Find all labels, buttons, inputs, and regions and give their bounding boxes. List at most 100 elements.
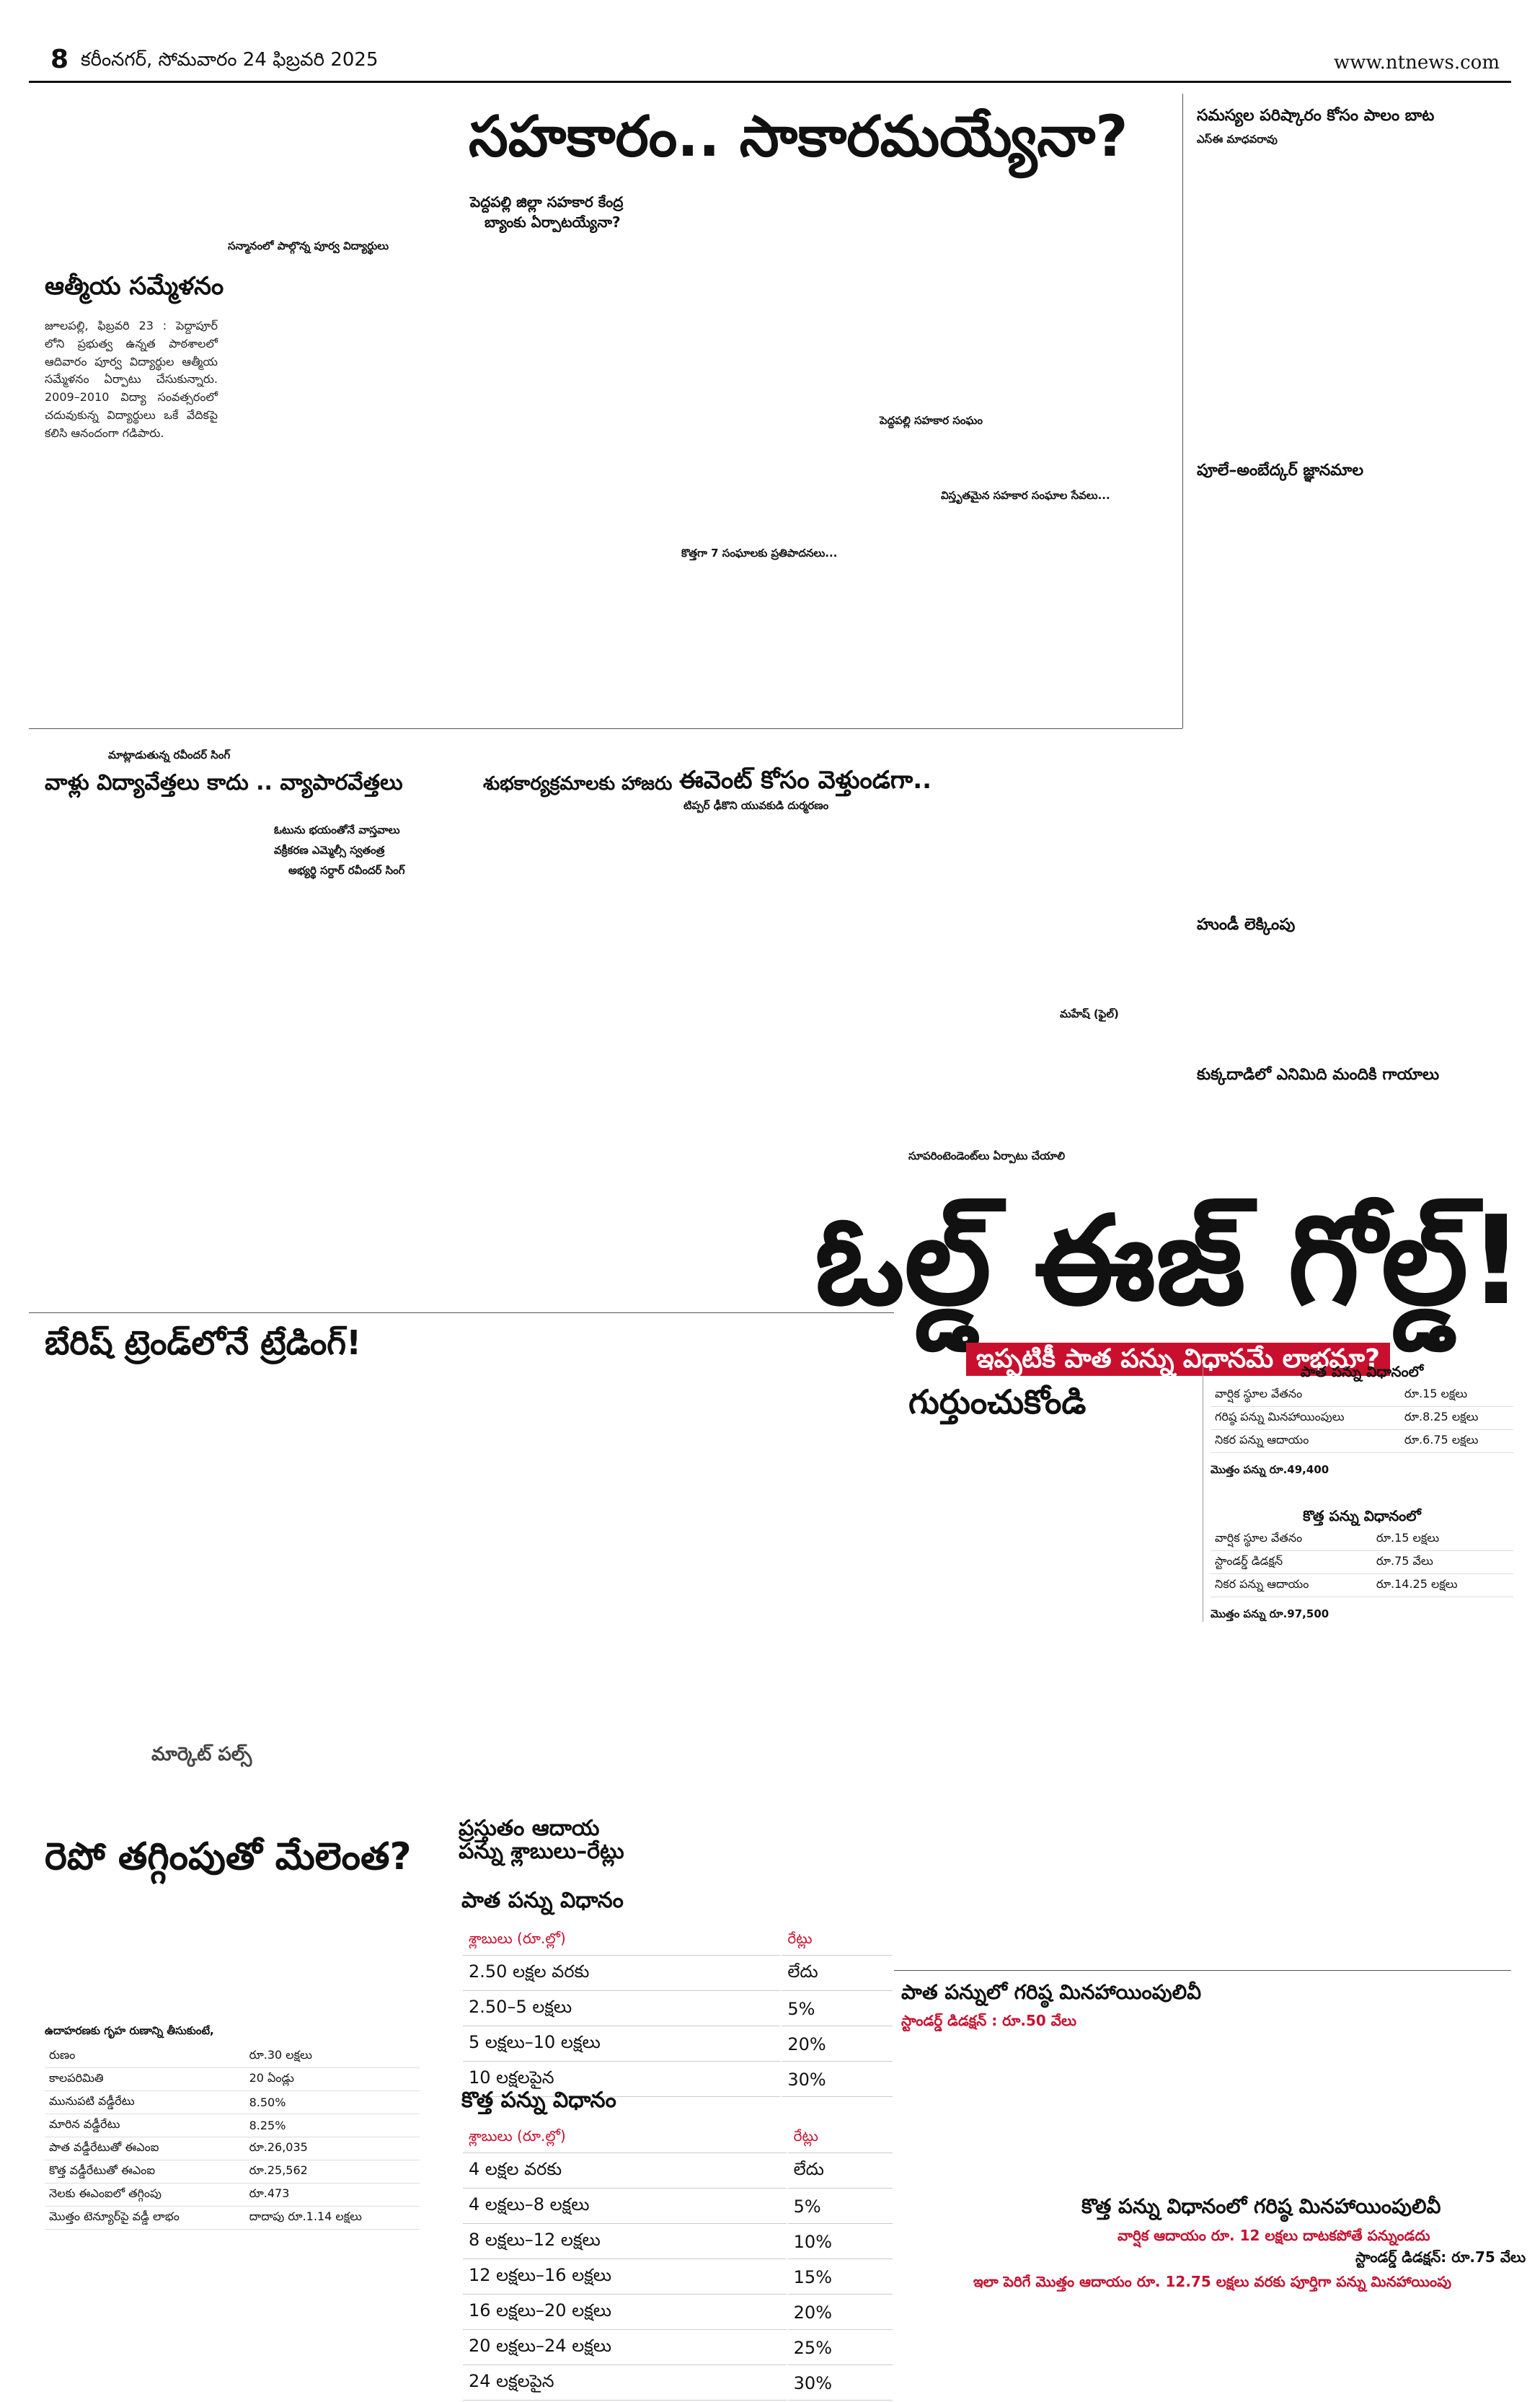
old-slab-label: 2.50–5 లక్షలు [463,1992,781,2026]
new-col-slab: శ్లాబులు (రూ.ల్లో) [463,2123,787,2153]
masthead-rule [29,81,1511,83]
new-col-rate: రేట్లు [787,2123,893,2153]
new-slab-row: 8 లక్షలు–12 లక్షలు 10% [463,2225,893,2259]
loan-value: రూ.26,035 [244,2137,420,2160]
new-regime-title: కొత్త పన్ను విధానం [461,2088,616,2113]
side-new-table: వార్షిక స్థూల వేతనం రూ.15 లక్షలు స్టాండర్డ… [1211,1527,1513,1597]
loan-value: రూ.473 [244,2183,420,2207]
rebate-limit: ఇలా పెరిగే మొత్తం ఆదాయం రూ. 12.75 లక్షలు… [973,2273,1452,2290]
remember-heading: గుర్తుంచుకోండి [908,1382,1087,1421]
loan-label: కాలపరిమితి [45,2067,245,2091]
lower-section-divider [29,1312,894,1313]
photo-caption: మహేష్ (ఫైల్) [1060,1007,1119,1020]
side-old-value: రూ.6.75 లక్షలు [1399,1429,1513,1453]
new-slab-row: 16 లక్షలు–20 లక్షలు 20% [463,2296,893,2330]
left-top-text: జూలపల్లి, ఫిబ్రవరి 23 : పెద్దాపూర్ లోని … [45,319,218,440]
new-slab-value: 5% [787,2190,893,2224]
loan-row: మొత్తం టెన్యూర్‌పై వడ్డీ లాభం దాదాపు రూ.1… [45,2206,420,2230]
loan-value: దాదాపు రూ.1.14 లక్షలు [244,2206,420,2230]
std-deduction-old: స్టాండర్డ్ డిడక్షన్ : రూ.50 వేలు [901,2012,1077,2029]
new-slab-value: 30% [787,2367,893,2401]
repo-headline: రెపో తగ్గింపుతో మేలెంత? [45,1835,412,1878]
old-slab-value: 5% [782,1992,893,2026]
feature-headline: ఓల్డ్ ఈజ్ గోల్డ్! [815,1190,1524,1333]
mid-right-bullet: టిప్పర్ ఢీకొని యువకుడి దుర్మరణం [683,799,829,812]
side-old-tax: మొత్తం పన్ను రూ.49,400 [1211,1463,1329,1476]
side-new-row: నికర పన్ను ఆదాయం రూ.14.25 లక్షలు [1211,1573,1513,1597]
side-new-label: నికర పన్ను ఆదాయం [1211,1573,1372,1597]
new-slab-row: 4 లక్షల వరకు లేదు [463,2155,893,2189]
loan-value: రూ.30 లక్షలు [244,2045,420,2068]
new-slab-row: 4 లక్షలు–8 లక్షలు 5% [463,2190,893,2224]
side-new-value: రూ.15 లక్షలు [1371,1527,1513,1551]
mid-left-kicker: మాట్లాడుతున్న రవీందర్ సింగ్ [108,749,231,761]
right-section-2: పూలే–అంబేద్కర్ జ్ఞానమాల [1197,462,1364,480]
exemptions-divider [894,1970,1511,1971]
mid-center-headline: శుభకార్యక్రమాలకు హాజరు [483,773,673,795]
mid-right-subhead: సూపరింటెండెంట్‌లు ఏర్పాటు చేయాలి [908,1149,1066,1162]
market-pulse-label: మార్కెట్ పల్స్ [151,1744,252,1765]
site-url[interactable]: www.ntnews.com [1333,52,1500,74]
old-slab-table: శ్లాబులు (రూ.ల్లో) రేట్లు 2.50 లక్షల వరక… [461,1924,894,2098]
old-slab-value: లేదు [782,1957,893,1991]
loan-row: మారిన వడ్డీరేటు 8.25% [45,2114,420,2137]
new-slab-label: 8 లక్షలు–12 లక్షలు [463,2225,787,2259]
new-slab-row: 12 లక్షలు–16 లక్షలు 15% [463,2261,893,2295]
new-exemptions-title: కొత్త పన్ను విధానంలో గరిష్ఠ మినహాయింపులి… [1081,2194,1441,2218]
main-subhead-2: విస్తృతమైన సహకార సంఘాల సేవలు... [941,489,1110,502]
loan-row: కొత్త వడ్డీరేటుతో ఈఎంఐ రూ.25,562 [45,2160,420,2184]
loan-label: మొత్తం టెన్యూర్‌పై వడ్డీ లాభం [45,2206,245,2230]
mid-right-headline: ఈవెంట్ కోసం వెళ్తుండగా.. [679,766,932,795]
loan-value: 8.50% [244,2090,420,2114]
side-new-value: రూ.14.25 లక్షలు [1371,1573,1513,1597]
side-new-tax: మొత్తం పన్ను రూ.97,500 [1211,1607,1329,1620]
old-slab-value: 30% [782,2063,893,2097]
new-slab-value: 10% [787,2225,893,2259]
new-slab-label: 12 లక్షలు–16 లక్షలు [463,2261,787,2295]
right-section-4: కుక్కదాడిలో ఎనిమిది మందికి గాయాలు [1197,1066,1440,1084]
old-slab-row: 2.50–5 లక్షలు 5% [463,1992,893,2026]
side-old-row: గరిష్ఠ పన్ను మినహాయింపులు రూ.8.25 లక్షలు [1211,1406,1513,1430]
loan-value: 20 ఏండ్లు [244,2067,420,2091]
loan-label: పాత వడ్డీరేటుతో ఈఎంఐ [45,2137,245,2160]
side-old-title: పాత పన్ను విధానంలో [1300,1363,1424,1380]
right-headline: సమస్యల పరిష్కారం కోసం పాలం బాట [1197,107,1435,125]
page-number: 8 [50,45,69,74]
new-slab-value: 25% [787,2331,893,2365]
feature-deck: ఇప్పటికీ పాత పన్ను విధానమే లాభమా? [966,1343,1390,1376]
main-deck-2: బ్యాంకు ఏర్పాటయ్యేనా? [484,213,621,231]
right-byline: ఎస్ఈ మాధవరావు [1197,133,1278,146]
old-slab-row: 10 లక్షలపైన 30% [463,2063,893,2097]
side-new-value: రూ.75 వేలు [1371,1550,1513,1574]
slabs-title: ప్రస్తుతం ఆదాయ పన్ను శ్లాబులు–రేట్లు [459,1816,624,1864]
right-section-3: హుండీ లెక్కింపు [1197,916,1296,934]
mid-left-headline: వాళ్లు విద్యావేత్తలు కాదు .. వ్యాపారవేత్… [45,770,403,795]
new-slab-label: 20 లక్షలు–24 లక్షలు [463,2331,787,2365]
new-slab-row: 20 లక్షలు–24 లక్షలు 25% [463,2331,893,2365]
loan-row: రుణం రూ.30 లక్షలు [45,2045,420,2068]
side-new-row: వార్షిక స్థూల వేతనం రూ.15 లక్షలు [1211,1527,1513,1551]
side-old-row: వార్షిక స్థూల వేతనం రూ.15 లక్షలు [1211,1384,1513,1407]
loan-label: మారిన వడ్డీరేటు [45,2114,245,2137]
new-slab-value: 15% [787,2261,893,2295]
std-deduction-new: స్టాండర్డ్ డిడక్షన్: రూ.75 వేలు [1355,2248,1526,2266]
old-regime-title: పాత పన్ను విధానం [461,1888,624,1913]
loan-value: రూ.25,562 [244,2160,420,2184]
side-old-label: నికర పన్ను ఆదాయం [1211,1429,1400,1453]
loan-label: మునుపటి వడ్డీరేటు [45,2090,245,2114]
old-col-slab: శ్లాబులు (రూ.ల్లో) [463,1925,781,1956]
side-computation-box: పాత పన్ను విధానంలో వార్షిక స్థూల వేతనం రూ… [1203,1363,1513,1622]
new-slab-value: లేదు [787,2155,893,2189]
loan-label: కొత్త వడ్డీరేటుతో ఈఎంఐ [45,2160,245,2184]
main-headline: సహకారం.. సాకారమయ్యేనా? [469,105,1128,169]
old-slab-label: 2.50 లక్షల వరకు [463,1957,781,1991]
mid-left-bullet-2: వక్రీకరణ ఎమ్మెల్సీ స్వతంత్ర [274,844,385,857]
loan-row: నెలకు ఈఎంఐలో తగ్గింపు రూ.473 [45,2183,420,2207]
right-column-divider [1182,94,1183,728]
middle-row-divider [29,728,1182,729]
main-subhead-1: కొత్తగా 7 సంఘాలకు ప్రతిపాదనలు... [681,547,838,560]
loan-table: రుణం రూ.30 లక్షలు కాలపరిమితి 20 ఏండ్లు మునుప… [45,2045,420,2230]
left-top-kicker: సన్మానంలో పాల్గొన్న పూర్వ విద్యార్థులు [228,239,389,252]
side-old-value: రూ.15 లక్షలు [1399,1384,1513,1407]
loan-label: రుణం [45,2045,245,2068]
